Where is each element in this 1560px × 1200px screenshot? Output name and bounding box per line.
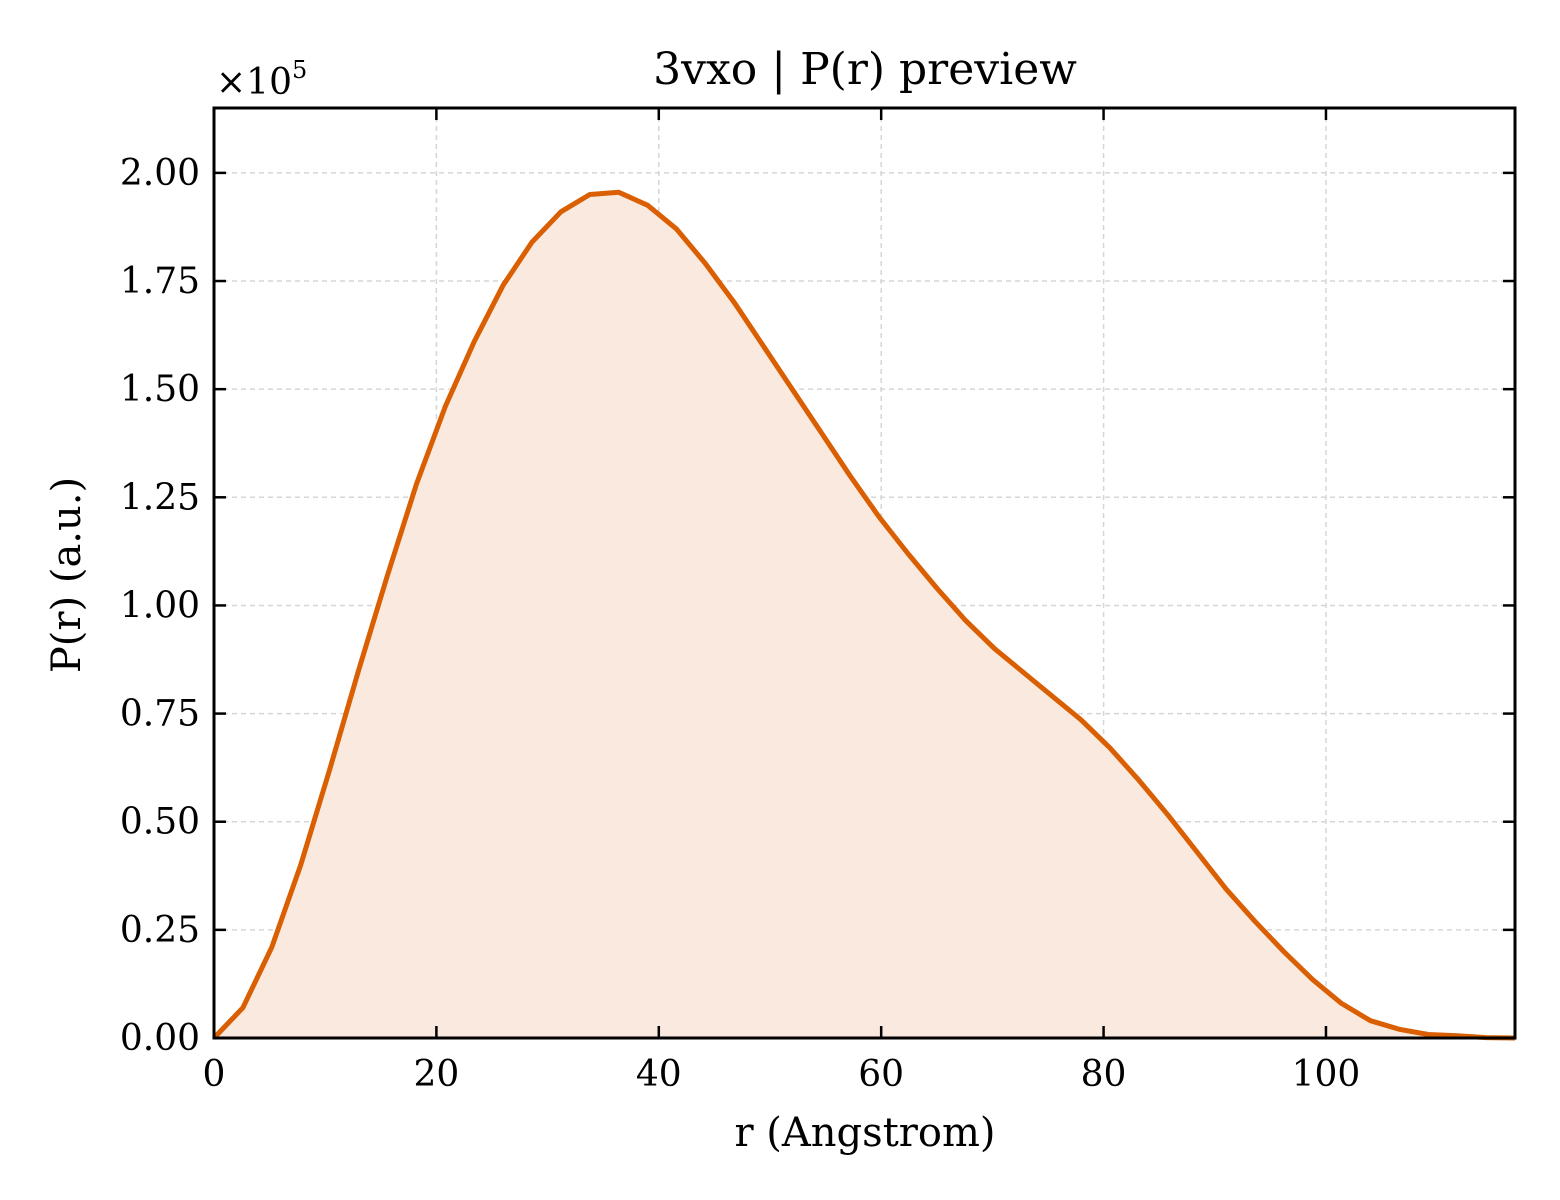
x-tick-label: 20 <box>413 1054 459 1095</box>
y-multiplier-base: ×10 <box>216 62 292 103</box>
pr-line <box>212 189 1516 1041</box>
y-tick-label: 0.25 <box>120 910 200 951</box>
y-tick-label: 1.25 <box>120 477 200 518</box>
x-tick-label: 40 <box>636 1054 682 1095</box>
x-tick-label: 60 <box>858 1054 904 1095</box>
y-tick-label: 0.75 <box>120 694 200 735</box>
ticks-layer: 0 20 40 60 80 100 0.00 0.25 0.50 0.75 1.00 1.25 1.50… <box>120 108 1515 1095</box>
plot-frame <box>212 106 1517 1040</box>
chart-title: 3vxo | P(r) preview <box>653 44 1077 95</box>
y-tick-label: 1.75 <box>120 261 200 302</box>
x-axis-label: r (Angstrom) <box>734 1110 995 1156</box>
y-multiplier-exponent: 5 <box>292 56 307 84</box>
y-tick-label: 2.00 <box>120 153 200 194</box>
y-tick-label: 1.50 <box>120 369 200 410</box>
x-tick-label: 100 <box>1292 1054 1361 1095</box>
y-tick-label: 0.00 <box>120 1018 200 1059</box>
y-tick-label: 0.50 <box>120 802 200 843</box>
x-tick-label: 80 <box>1081 1054 1127 1095</box>
pr-area-fill <box>214 192 1515 1039</box>
y-axis-label: P(r) (a.u.) <box>44 477 90 673</box>
y-axis-multiplier: ×105 <box>216 56 307 103</box>
y-tick-label: 1.00 <box>120 585 200 626</box>
x-tick-label: 0 <box>203 1054 226 1095</box>
